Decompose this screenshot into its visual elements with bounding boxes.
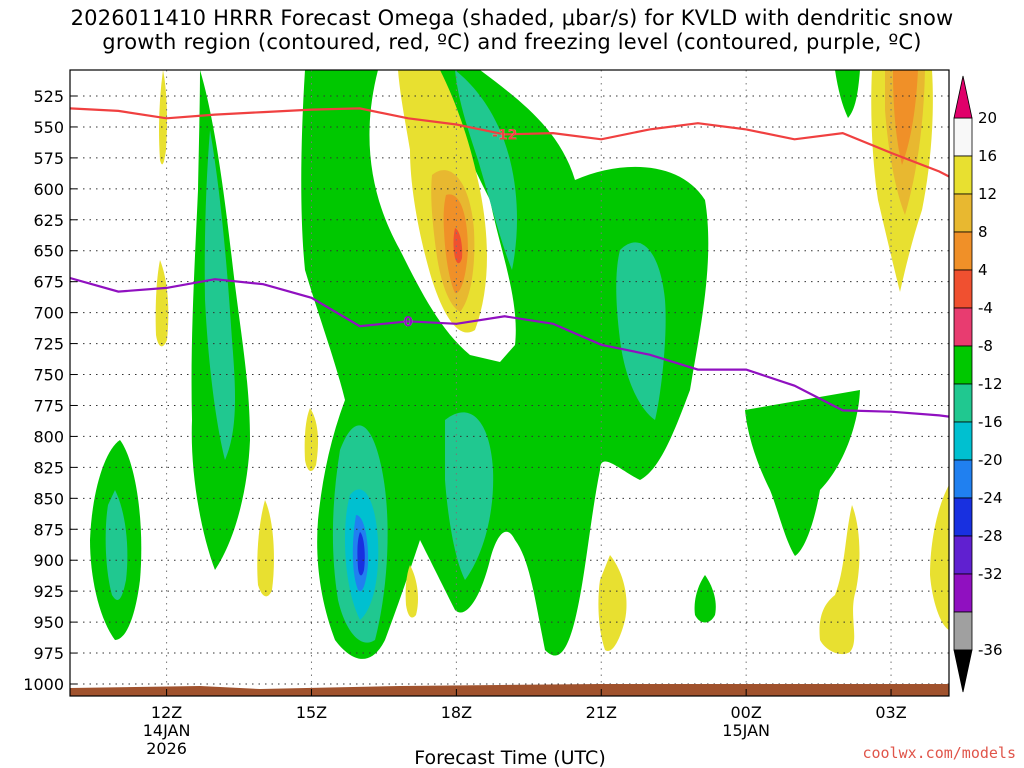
colorbar-label: -12 — [978, 375, 1003, 393]
colorbar-swatch — [953, 535, 973, 575]
y-tick-label: 800 — [33, 427, 64, 446]
y-tick-label: 950 — [33, 613, 64, 632]
freezing-level-line-label: 0 — [403, 314, 413, 330]
colorbar-label: -36 — [978, 641, 1003, 659]
x-tick-sublabel: 15JAN — [722, 721, 770, 740]
omega-upward-core — [445, 412, 494, 580]
y-axis: 525 550 575 600 625 650 675 700 725 750 775 800 825 8… — [23, 87, 77, 694]
freezing-level-line — [70, 276, 949, 418]
colorbar-swatch — [953, 383, 973, 423]
y-tick-label: 850 — [33, 489, 64, 508]
colorbar-swatch — [953, 307, 973, 347]
omega-shading — [90, 70, 949, 659]
colorbar-swatch — [953, 193, 973, 233]
colorbar-label: 8 — [978, 223, 988, 241]
chart-title: 2026011410 HRRR Forecast Omega (shaded, … — [0, 6, 1024, 54]
omega-downward-core — [893, 70, 918, 165]
contour-lines: 0 -12 — [70, 107, 949, 418]
omega-upward-region — [694, 575, 716, 623]
omega-downward-region — [819, 505, 860, 655]
x-tick-sublabel: 14JAN — [143, 721, 191, 740]
omega-downward-region — [930, 485, 949, 630]
colorbar-swatch — [953, 497, 973, 537]
x-tick-label: 18Z — [441, 703, 472, 722]
y-tick-label: 900 — [33, 551, 64, 570]
omega-upward-core — [357, 532, 365, 576]
omega-downward-region — [405, 565, 418, 618]
x-tick-label: 15Z — [296, 703, 327, 722]
y-tick-label: 550 — [33, 118, 64, 137]
omega-downward-region — [257, 500, 274, 597]
y-tick-label: 750 — [33, 366, 64, 385]
omega-downward-region — [155, 260, 169, 347]
x-tick-label: 21Z — [586, 703, 617, 722]
x-tick-label: 03Z — [875, 703, 906, 722]
colorbar-swatch — [953, 345, 973, 385]
chart-title-line2: growth region (contoured, red, ºC) and f… — [102, 30, 922, 54]
colorbar-swatch — [953, 269, 973, 309]
omega-downward-core — [453, 228, 463, 264]
colorbar-label: -16 — [978, 413, 1003, 431]
omega-upward-core — [455, 70, 517, 270]
y-tick-label: 825 — [33, 458, 64, 477]
x-tick-label: 00Z — [730, 703, 761, 722]
colorbar-label: -4 — [978, 299, 993, 317]
y-tick-label: 700 — [33, 304, 64, 323]
plot-frame — [69, 69, 950, 697]
ground-terrain — [70, 684, 949, 696]
omega-downward-region — [598, 555, 627, 651]
omega-upward-core — [204, 130, 236, 460]
watermark: coolwx.com/models — [862, 744, 1016, 762]
y-tick-label: 725 — [33, 335, 64, 354]
y-tick-label: 600 — [33, 180, 64, 199]
dgz-contour-line-label: -12 — [492, 127, 517, 143]
omega-upward-core — [105, 490, 128, 600]
y-tick-label: 875 — [33, 520, 64, 539]
omega-upward-region — [301, 70, 709, 659]
y-tick-label: 925 — [33, 582, 64, 601]
colorbar: 20 16 12 8 4 -4 -8 -12 -16 -20 -24 -28 -32 -36 — [953, 75, 1003, 693]
y-tick-label: 1000 — [23, 675, 64, 694]
colorbar-label: 20 — [978, 109, 997, 127]
x-tick-sublabel: 2026 — [146, 739, 187, 758]
colorbar-swatch — [953, 231, 973, 271]
chart-title-line1: 2026011410 HRRR Forecast Omega (shaded, … — [70, 6, 954, 30]
y-tick-label: 650 — [33, 242, 64, 261]
omega-upward-region — [835, 70, 860, 118]
y-tick-label: 975 — [33, 644, 64, 663]
colorbar-swatch — [953, 611, 973, 651]
colorbar-label: -32 — [978, 565, 1003, 583]
colorbar-swatch — [953, 117, 973, 157]
colorbar-label: -28 — [978, 527, 1003, 545]
colorbar-swatch — [953, 155, 973, 195]
colorbar-label: -8 — [978, 337, 993, 355]
omega-downward-region — [304, 408, 318, 472]
colorbar-label: -20 — [978, 451, 1003, 469]
colorbar-label: 12 — [978, 185, 997, 203]
y-tick-label: 525 — [33, 87, 64, 106]
colorbar-swatch — [953, 421, 973, 461]
x-axis-label: Forecast Time (UTC) — [414, 747, 605, 768]
chart-grid — [70, 70, 949, 696]
colorbar-label: 4 — [978, 261, 988, 279]
dgz-contour-line — [70, 107, 949, 178]
y-tick-label: 575 — [33, 149, 64, 168]
omega-upward-core — [616, 242, 666, 420]
omega-upward-region — [745, 390, 860, 556]
y-tick-label: 675 — [33, 273, 64, 292]
colorbar-label: -24 — [978, 489, 1003, 507]
colorbar-swatch — [953, 459, 973, 499]
colorbar-max-arrow — [953, 75, 973, 119]
colorbar-label: 16 — [978, 147, 997, 165]
colorbar-swatch — [953, 573, 973, 613]
y-tick-label: 625 — [33, 211, 64, 230]
colorbar-min-arrow — [953, 649, 973, 693]
y-tick-label: 775 — [33, 396, 64, 415]
x-tick-label: 12Z — [151, 703, 182, 722]
